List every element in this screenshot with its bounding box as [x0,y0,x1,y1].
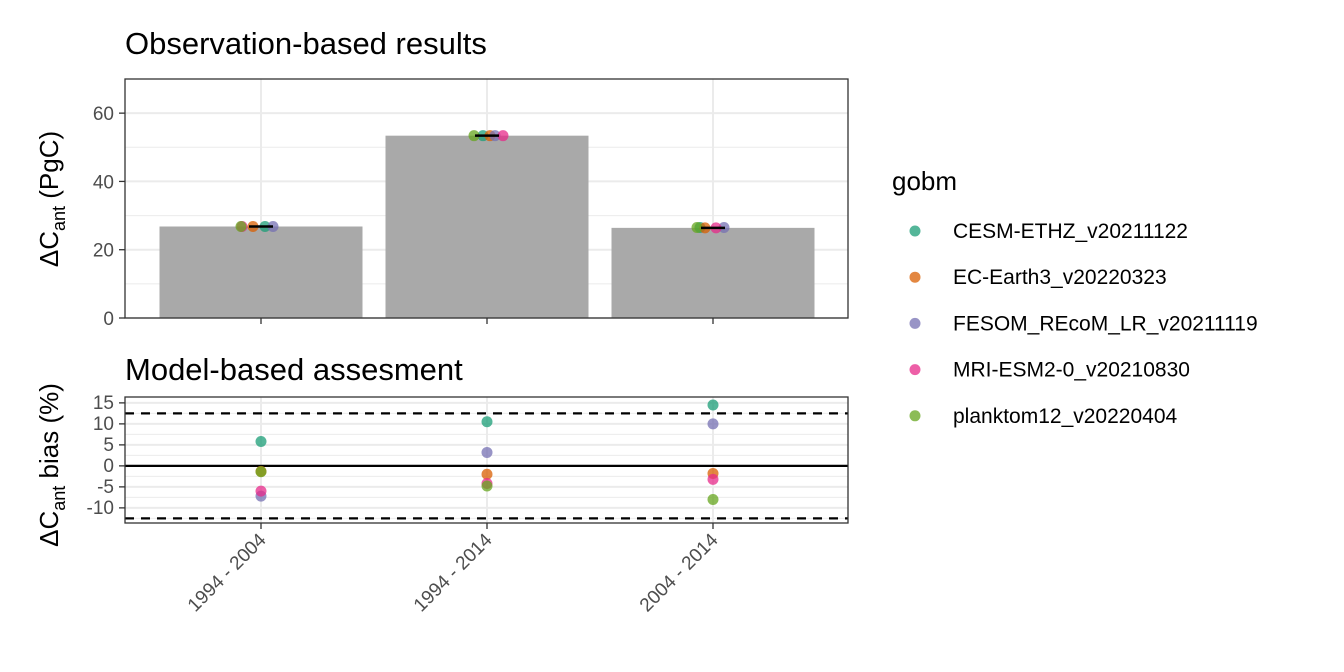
top-y-label-main: ΔC [34,231,64,267]
bottom-point-planktom12_v20220404 [255,466,267,478]
bottom-point-MRI-ESM2-0_v20210830 [707,473,719,485]
bar-1 [159,226,363,318]
bottom-y-tick-label: 5 [103,435,114,456]
x-tick-label: 1994 - 2004 [184,529,271,616]
bar-3 [611,227,815,318]
x-tick-label: 1994 - 2014 [410,529,497,616]
top-point-planktom12_v20220404 [691,222,703,234]
legend-label: EC-Earth3_v20220323 [953,266,1167,289]
bottom-panel-y-axis-label: ΔCant bias (%) [34,383,69,547]
legend-key [909,225,921,237]
bottom-y-label-main: ΔC [34,511,64,547]
top-y-label-unit: (PgC) [34,131,64,206]
top-y-tick-label: 0 [103,309,114,330]
bottom-point-FESOM_REcoM_LR_v20211119 [481,446,493,458]
bottom-point-FESOM_REcoM_LR_v20211119 [707,418,719,430]
top-y-tick-label: 20 [93,241,114,262]
bottom-y-tick-label: 10 [93,414,114,435]
top-point-planktom12_v20220404 [468,130,480,142]
bottom-point-CESM-ETHZ_v20211122 [481,416,493,428]
legend-label: FESOM_REcoM_LR_v20211119 [953,312,1258,335]
top-panel: 0 20 40 60 [93,78,849,330]
bottom-point-CESM-ETHZ_v20211122 [255,436,267,448]
top-point-planktom12_v20220404 [235,220,247,232]
bottom-point-CESM-ETHZ_v20211122 [707,399,719,411]
legend-title: gobm [892,166,957,196]
legend-key [909,317,921,329]
x-tick-label: 2004 - 2014 [636,529,723,616]
bottom-point-planktom12_v20220404 [707,493,719,505]
top-point-MRI-ESM2-0_v20210830 [497,130,509,142]
bottom-y-label-unit: bias (%) [34,383,64,486]
bottom-point-planktom12_v20220404 [481,480,493,492]
bottom-y-tick-label: 15 [93,393,114,414]
bottom-y-tick-label: -5 [97,477,114,498]
legend-key [909,410,921,422]
top-y-label-subscript: ant [49,206,69,231]
bar-2 [385,135,589,318]
top-panel-y-axis-label: ΔCant (PgC) [34,131,69,267]
bottom-y-label-subscript: ant [49,486,69,511]
top-panel-title: Observation-based results [125,26,487,61]
bottom-y-tick-label: 0 [103,456,114,477]
top-y-tick-label: 40 [93,172,114,193]
legend: gobm CESM-ETHZ_v20211122 EC-Earth3_v20220… [892,166,1258,428]
legend-label: CESM-ETHZ_v20211122 [953,220,1188,243]
top-y-tick-label: 60 [93,104,114,125]
legend-key [909,271,921,283]
bottom-panel-title: Model-based assesment [125,352,463,387]
legend-key [909,364,921,376]
bottom-point-MRI-ESM2-0_v20210830 [255,485,267,497]
bottom-point-EC-Earth3_v20220323 [481,468,493,480]
legend-label: MRI-ESM2-0_v20210830 [953,359,1190,382]
legend-label: planktom12_v20220404 [953,405,1178,428]
bottom-y-tick-label: -10 [87,498,114,519]
